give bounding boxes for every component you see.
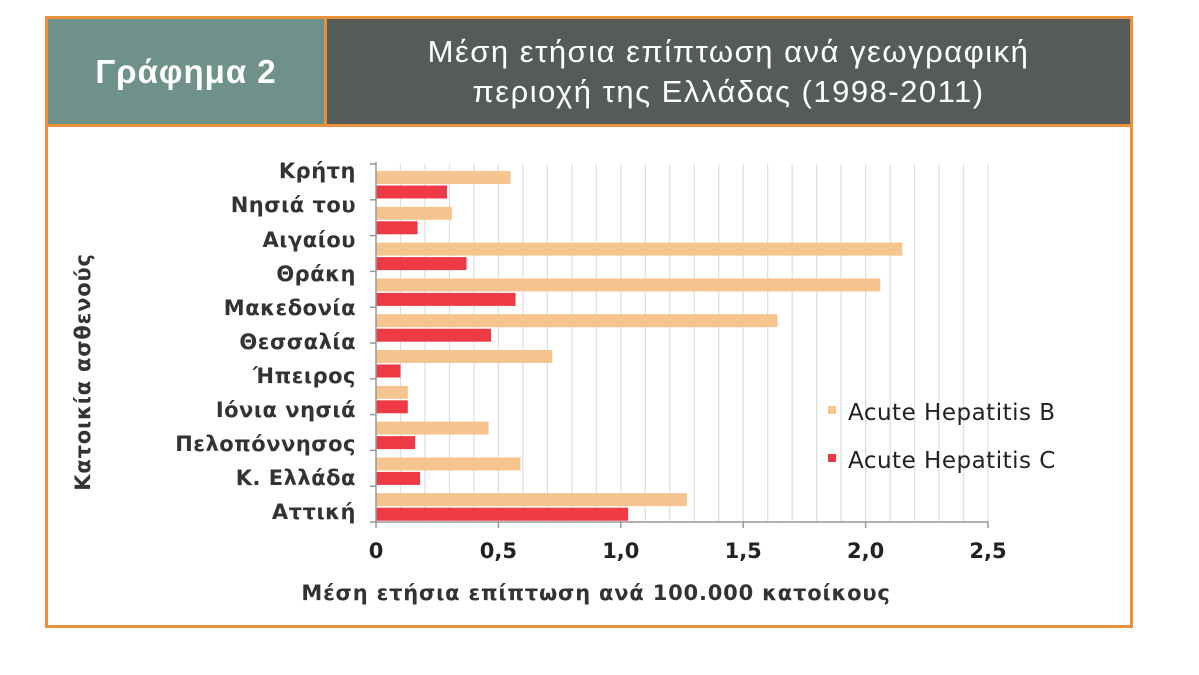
x-tick-label: 0,5 <box>480 539 517 563</box>
y-tick-label: Πελοπόννησος <box>175 432 356 456</box>
figure-number-badge: Γράφημα 2 <box>48 19 327 124</box>
legend-label-hepatitis-c: Acute Hepatitis C <box>848 448 1056 474</box>
bar-hepatitis-b <box>376 171 511 184</box>
bar-hepatitis-b <box>376 493 687 507</box>
bar-hepatitis-c <box>376 185 447 199</box>
x-axis-title: Μέση ετήσια επίπτωση ανά 100.000 κατοίκο… <box>301 581 890 605</box>
bar-hepatitis-c <box>376 471 421 485</box>
y-tick-label: Ήπειρος <box>252 364 356 388</box>
bar-hepatitis-b <box>376 457 521 471</box>
bar-hepatitis-b <box>376 314 778 328</box>
bar-hepatitis-c <box>376 257 467 271</box>
legend-swatch-hepatitis-b <box>828 406 836 414</box>
legend-swatch-hepatitis-c <box>828 454 836 462</box>
x-tick-label: 1,0 <box>602 539 639 563</box>
x-tick-label: 0 <box>369 539 384 563</box>
y-tick-label: Αττική <box>272 500 356 524</box>
x-tick-label: 2,0 <box>847 539 884 563</box>
x-tick-label: 1,5 <box>725 539 762 563</box>
figure-frame: Γράφημα 2 Μέση ετήσια επίπτωση ανά γεωγρ… <box>45 16 1133 628</box>
bar-hepatitis-b <box>376 278 881 292</box>
bar-hepatitis-c <box>376 292 516 306</box>
figure-header: Γράφημα 2 Μέση ετήσια επίπτωση ανά γεωγρ… <box>48 19 1130 127</box>
y-tick-label: Ιόνια νησιά <box>216 398 356 422</box>
y-tick-label: Κ. Ελλάδα <box>236 466 356 490</box>
bar-hepatitis-b <box>376 385 408 399</box>
bar-hepatitis-b <box>376 242 903 256</box>
bar-hepatitis-c <box>376 328 492 342</box>
figure-title-line-1: Μέση ετήσια επίπτωση ανά γεωγραφική <box>427 33 1030 69</box>
y-axis-title: Κατοικία ασθενούς <box>71 253 95 490</box>
figure-title-line-2: περιοχή της Ελλάδας (1998-2011) <box>472 73 985 109</box>
bar-hepatitis-c <box>376 364 401 378</box>
bar-hepatitis-c <box>376 436 416 450</box>
bar-hepatitis-b <box>376 350 553 363</box>
bar-hepatitis-c <box>376 507 629 521</box>
figure-title: Μέση ετήσια επίπτωση ανά γεωγραφική περι… <box>327 19 1130 124</box>
bar-hepatitis-c <box>376 400 408 414</box>
y-tick-label: Κρήτη <box>279 159 356 183</box>
x-tick-label: 2,5 <box>969 539 1006 563</box>
y-tick-label: Μακεδονία <box>224 296 356 320</box>
legend-label-hepatitis-b: Acute Hepatitis B <box>848 400 1056 426</box>
bar-hepatitis-c <box>376 221 418 235</box>
bar-hepatitis-b <box>376 421 489 435</box>
y-tick-label: Θεσσαλία <box>239 330 356 354</box>
bar-hepatitis-b <box>376 206 452 220</box>
y-tick-label: Νησιά του <box>231 193 356 217</box>
y-tick-label: Θράκη <box>276 262 356 286</box>
y-tick-label: Αιγαίου <box>263 228 356 252</box>
